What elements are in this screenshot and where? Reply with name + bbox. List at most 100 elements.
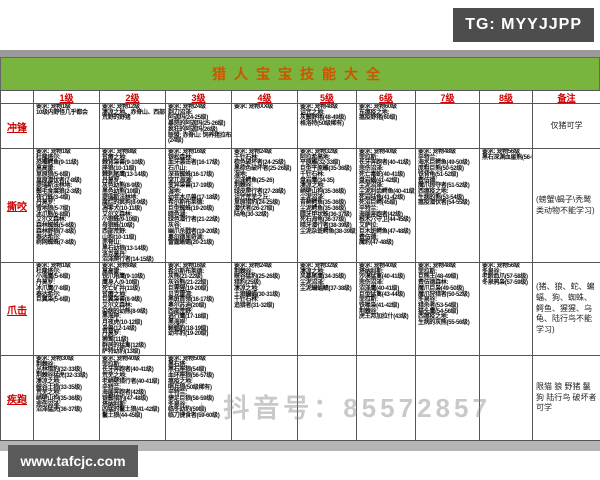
cell-line: 凄凉之地: (234, 285, 259, 292)
cell-line: 夜行蛛(3-4级) (36, 194, 70, 201)
cell-line: 峭壁山狗(35-36级) (300, 188, 346, 195)
cell-line: 棘背枭兽(9-10级) (102, 160, 145, 167)
cell-line: 千针石林: (300, 171, 325, 178)
cell-line: 冬泉谷: (168, 401, 187, 408)
row-label-text: 疾跑 (7, 394, 27, 406)
cell-line: 莫高雷: (102, 268, 121, 275)
cell-line: 要求: 宠物56级 (482, 149, 520, 155)
cell-line: 菲拉斯: (359, 154, 378, 161)
cell-line: 要求: 宠物56级 (482, 263, 520, 269)
skill-cell: 要求: 宠物40级 塔纳利斯: 沙漠猛禽(40-41级) 悲伤沼泽: 沼泽鹰(40-41… (357, 263, 416, 356)
cell-line: 母狼蛛(10级) (102, 223, 135, 230)
bottom-gray-strip (0, 441, 600, 451)
cell-line: 老龄血爪(57-58级) (482, 274, 528, 281)
cell-line: 辛特兰: (418, 154, 437, 161)
top-gray-strip (0, 50, 600, 57)
cell-line: 临刀捷食者(59-60级) (168, 413, 220, 420)
cell-line: 雪地狼(5-7级) (36, 206, 70, 213)
cell-line: 石爪山: (168, 166, 187, 173)
cell-line: 逃行鹰(17-18级) (168, 314, 209, 321)
cell-line: 要求: 宠物30级 (36, 356, 74, 362)
cell-line: 狮鹫(11级) (102, 337, 129, 344)
cell-line: 费伍德森林: (418, 280, 449, 287)
cell-line: 尘泥蝙蝠鲼(37-38级) (300, 285, 352, 292)
column-header-label: 4级 (257, 92, 272, 103)
cell-line: 泰达希尔: (36, 234, 61, 241)
cell-line: 棕色破坏者(24-25级) (234, 160, 286, 167)
cell-line: 棘刺尾鹰(13-14级) (102, 171, 148, 178)
cell-line: 冬泉谷: (418, 297, 437, 304)
cell-line: 陆龟(30-32级) (234, 211, 269, 218)
skill-cell: 要求: 宠物56级 冬泉谷: 老龄血爪(57-58级) 冬泉鸦枭(57-59级) (480, 263, 533, 356)
cell-line: 巨翼枭(5-6级) (36, 297, 70, 304)
cell-line: 海水巨鳄鱼(49-50级) (418, 160, 470, 167)
cell-line: 灰色幼熊(8-9级) (102, 183, 142, 190)
cell-line: 黑斑首领(16-17级) (168, 297, 214, 304)
cell-line: 要求: 宠物24级 (168, 104, 206, 110)
cell-line: 铁背龟(51-52级) (418, 171, 459, 178)
cell-line: 绿色潜行者(21-22级) (168, 217, 220, 224)
cell-line: 峡谷土狼(33-35级) (36, 384, 82, 391)
cell-line: 要求: 宠物16级 (168, 263, 206, 269)
cell-line: 冬泉谷: (482, 268, 501, 275)
cell-line: 蜥蜴豹(18-19级) (168, 325, 209, 332)
column-header-label: 3级 (191, 92, 206, 103)
cell-line: 贫瘠之地: (102, 291, 127, 298)
cell-line: 凄凉之地、赤脊山、西部 (102, 109, 165, 116)
cell-line: 沼泽鹰(40-41级) (359, 285, 400, 292)
cell-line: 希尔斯布莱德: (168, 200, 204, 207)
skill-cell: 要求: 宠物40级 菲拉斯: 长牙奔跑者(40-41级) 荒芜之地: 老峭壁猎行者(40… (100, 356, 166, 441)
cell-line: 艾萨拉: (359, 223, 378, 230)
skills-table: 猎人宝宝技能大全 1级 2级 3级 4级 5级 6级 7级 8级 备注 冲锋 要求: 宠物1级 10级… (0, 50, 600, 451)
skill-cell: 要求: 宠物1级 杜隆塔尔: 小海鹰(5-6级) 丹莫罗: 冰爪鹰(7-8级) 泰达希尔:… (34, 263, 100, 356)
cell-line: 凶猛的鬣土狼(41-42级) (102, 407, 160, 414)
cell-line: 月夜虎(10-12级) (102, 320, 143, 327)
cell-line: 荒芜之地: (102, 373, 127, 380)
cell-line: 哨兵狼(50级稀有) (168, 384, 212, 391)
cell-line: 庞粗巨熊(50-52级) (418, 166, 464, 173)
cell-line: 捷足巨狼(58-59级) (168, 395, 214, 402)
cell-line: 暴怒的阿迦玛(25-26级) (168, 121, 226, 128)
cell-line: 西瘟疫之地: (418, 188, 449, 195)
cell-line: 灰鬃野猪(48-49级) (300, 115, 346, 122)
cell-line: 盘岩鹰(34-35) (300, 177, 335, 184)
cell-line: 湿地: (168, 188, 182, 195)
cell-line: 要求: 宠物16级 (168, 149, 206, 155)
cell-line: 巨木斑鳄鱼(47-48级) (359, 228, 411, 235)
cell-line: 诅咒荒芜之丘: (234, 194, 270, 201)
cell-line: 丹莫罗: (36, 280, 55, 287)
cell-line: 洛克莫丹: (102, 251, 127, 258)
cell-line: 辛特兰: (168, 390, 187, 397)
cell-line: 荒野的野猪 (102, 115, 131, 122)
cell-line: 贝克雷湾: (168, 291, 193, 298)
cell-line: 辛特兰: (359, 206, 378, 213)
cell-line: 杜隆塔尔: (36, 268, 61, 275)
cell-line: 鬣土狼(44-45级) (102, 413, 143, 420)
row-label-text: 撕咬 (7, 202, 27, 213)
cell-line: 辛特兰: (102, 384, 121, 391)
cell-line: 疯狂的阿迦玛(26级) (168, 126, 218, 133)
skill-cell: 要求: 宠物48级 辛特兰: 海水巨鳄鱼(49-50级) 庞粗巨熊(50-52级) 铁背… (416, 149, 480, 263)
column-header: 6级 (357, 91, 416, 104)
cell-line: 虎王邦加拉什(43级) (359, 314, 409, 321)
cell-line: 奥尔德里奇湖: (168, 234, 204, 241)
cell-line: 东瘟疫之地: (359, 109, 390, 116)
cell-line: 巨熊王(48-49级) (418, 274, 459, 281)
cell-line: 暗牙甲状蛛(36-37级) (300, 211, 352, 218)
cell-line: 长牙奔跑者(40-41级) (102, 367, 154, 374)
cell-line: 死亡矿井(11级) (102, 285, 140, 292)
note-cell: 仅猪可学 (533, 104, 600, 149)
cell-line: 暗色湖: (168, 211, 187, 218)
cell-line: 悲伤沼泽: (359, 280, 384, 287)
skill-cell: 要求: 宠物48级 诅咒之地: 灰鬃野猪(48-49级) 格洛特(50级稀有) (298, 104, 357, 149)
cell-line: 要求: 宠物50级 (168, 356, 206, 362)
cell-line: 塔纳利斯: (359, 268, 384, 275)
cell-line: 要求: 宠物60级 (359, 104, 397, 110)
row-label: 疾跑 (1, 356, 34, 441)
cell-line: 黑石深渊血崖熊(56-57) (482, 154, 532, 161)
column-header: 4级 (232, 91, 298, 104)
cell-line: 土狼蝙蝠(30-31级) (234, 291, 280, 298)
cell-line: 银松森林: (168, 154, 193, 161)
cell-line: 黑海岸: (102, 314, 121, 321)
